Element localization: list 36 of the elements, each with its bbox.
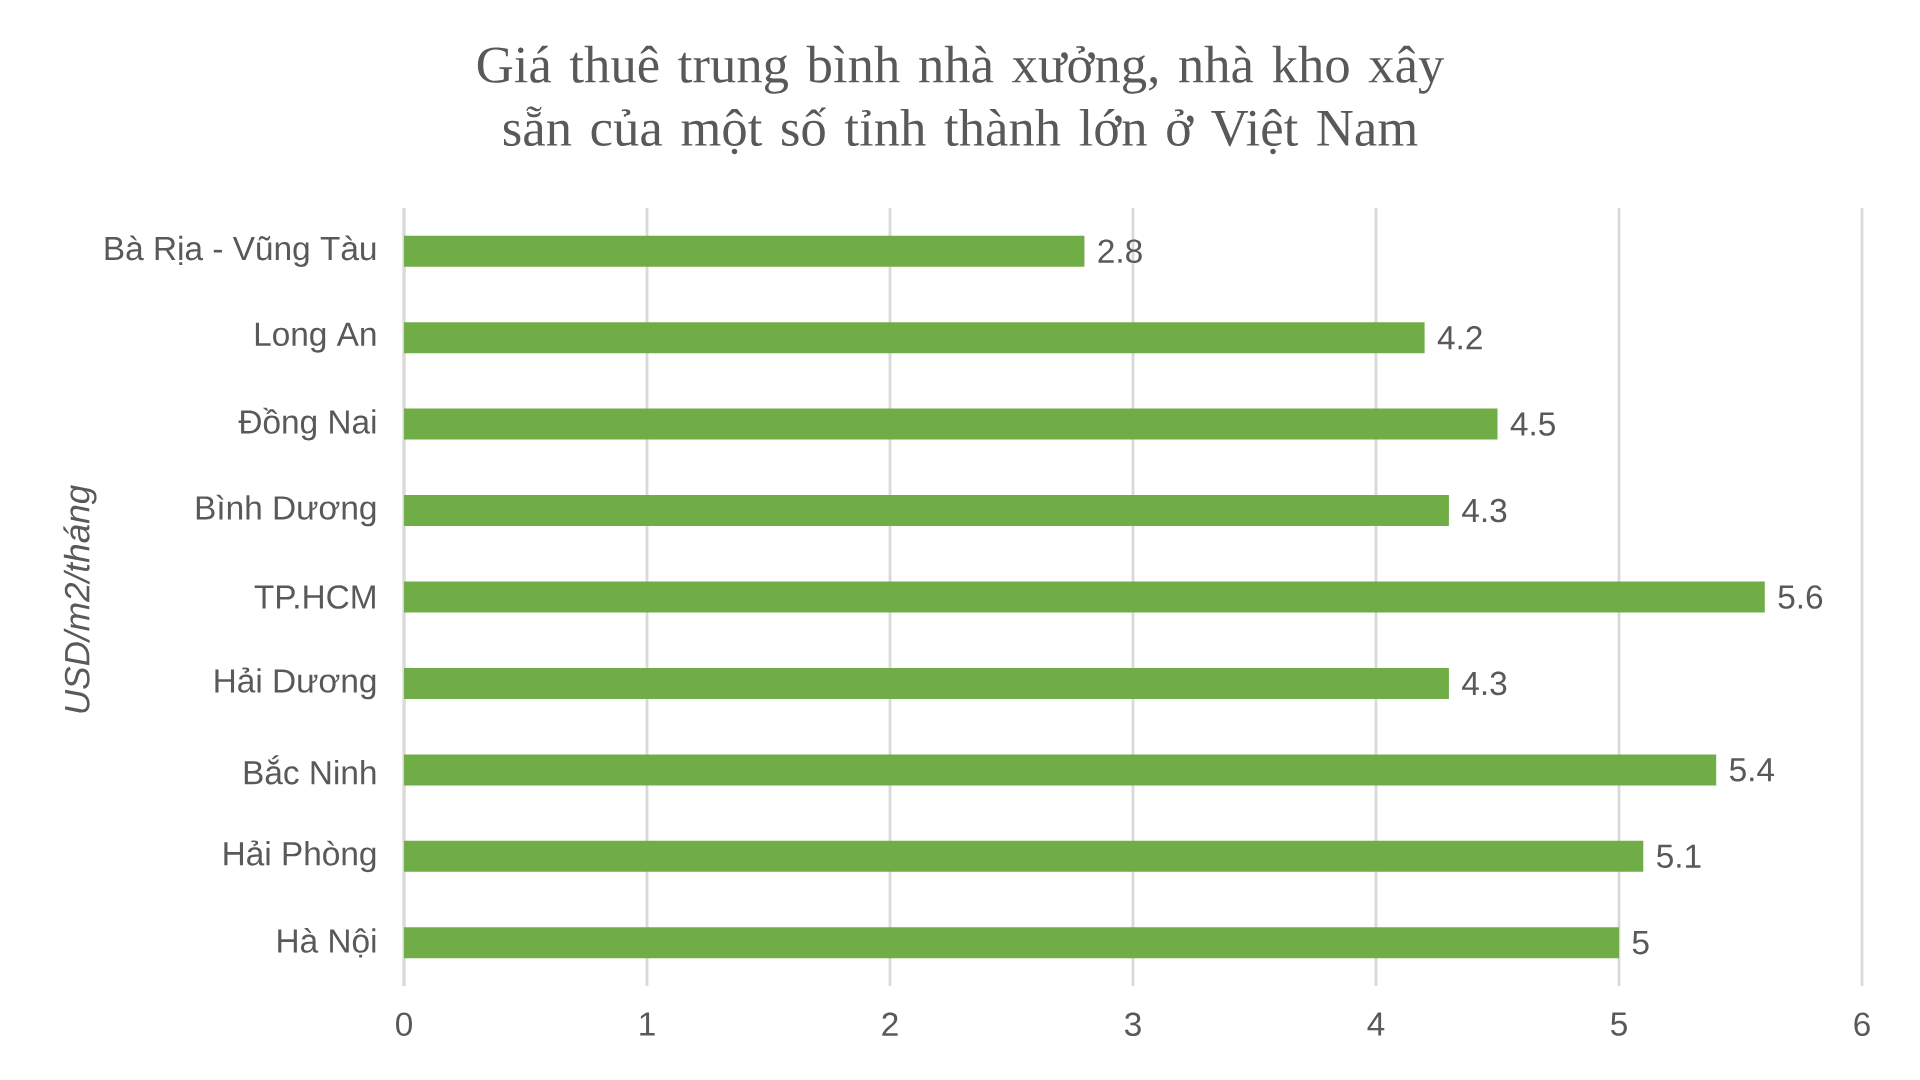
data-label: 5 [1632,931,1649,955]
bar [404,408,1498,440]
x-tick-label: 3 [1124,1012,1141,1037]
y-axis-title: USD/m2/tháng [63,485,97,713]
x-tick-label: 4 [1367,1012,1385,1036]
y-tick-label: Hải Phòng [224,840,376,873]
chart-title: Giá thuê trung bình nhà xưởng, nhà kho xây sẵn của một số tỉnh thành lớn ở Việt Nam [477,45,1445,155]
data-label: 5.1 [1657,844,1701,868]
x-tick-label: 5 [1611,1012,1627,1036]
y-tick-label: Bắc Ninh [244,755,376,785]
data-label: 4.2 [1437,326,1482,350]
x-tick-label: 1 [640,1012,655,1036]
y-tick-label: Bình Dương [196,494,376,527]
y-tick-label: Long An [255,322,376,353]
data-label: 5.4 [1729,758,1775,782]
bar [404,495,1449,527]
bar [404,235,1085,267]
x-tick-label: 2 [882,1012,898,1036]
x-tick-label: 0 [396,1012,412,1037]
y-tick-label: TP.HCM [254,585,375,609]
data-label: 4.5 [1510,412,1555,436]
bar [404,754,1717,786]
x-tick-label: 6 [1854,1012,1870,1037]
bar [404,927,1619,959]
data-label: 4.3 [1462,671,1507,696]
bar [404,667,1449,699]
bar [404,840,1644,872]
bar [404,581,1765,613]
data-label: 4.3 [1462,498,1507,523]
y-tick-label: Bà Rịa - Vũng Tàu [105,235,376,267]
data-label: 5.6 [1778,585,1823,609]
y-tick-label: Đồng Nai [238,407,376,441]
y-tick-label: Hải Dương [215,667,376,700]
bar [404,322,1425,354]
y-tick-label: Hà Nội [278,927,376,958]
data-label: 2.8 [1098,239,1142,264]
